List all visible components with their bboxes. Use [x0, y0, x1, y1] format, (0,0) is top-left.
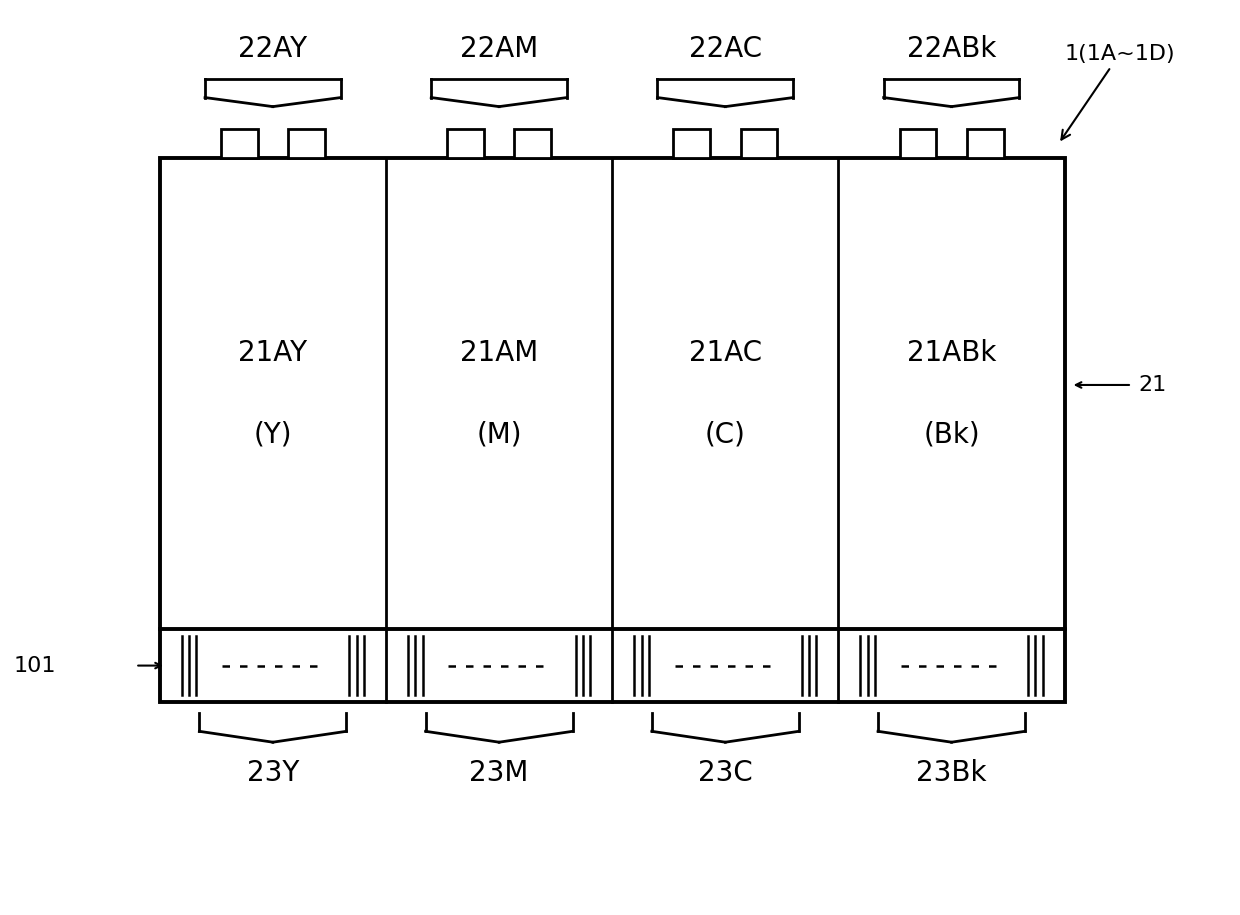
Text: 21AM: 21AM — [460, 339, 538, 367]
Bar — [160, 158, 1065, 703]
Text: (M): (M) — [476, 420, 522, 448]
Bar — [448, 129, 484, 158]
Text: 23Bk: 23Bk — [916, 759, 987, 787]
Bar — [221, 129, 258, 158]
Text: 1(1A~1D): 1(1A~1D) — [1061, 44, 1176, 140]
Text: (Y): (Y) — [254, 420, 293, 448]
Text: 21: 21 — [1138, 375, 1167, 395]
Bar — [673, 129, 711, 158]
Bar — [288, 129, 325, 158]
Text: 22AY: 22AY — [238, 35, 308, 63]
Text: (Bk): (Bk) — [924, 420, 980, 448]
Text: 23C: 23C — [698, 759, 753, 787]
Text: 101: 101 — [14, 655, 56, 675]
Text: (C): (C) — [704, 420, 745, 448]
Text: 22AM: 22AM — [460, 35, 538, 63]
Bar — [899, 129, 936, 158]
Text: 23Y: 23Y — [247, 759, 299, 787]
Bar — [515, 129, 551, 158]
Text: 21AC: 21AC — [688, 339, 761, 367]
Text: 22AC: 22AC — [688, 35, 761, 63]
Bar — [740, 129, 777, 158]
Bar — [967, 129, 1003, 158]
Text: 21AY: 21AY — [238, 339, 308, 367]
Text: 23M: 23M — [470, 759, 528, 787]
Text: 21ABk: 21ABk — [906, 339, 996, 367]
Text: 22ABk: 22ABk — [906, 35, 996, 63]
